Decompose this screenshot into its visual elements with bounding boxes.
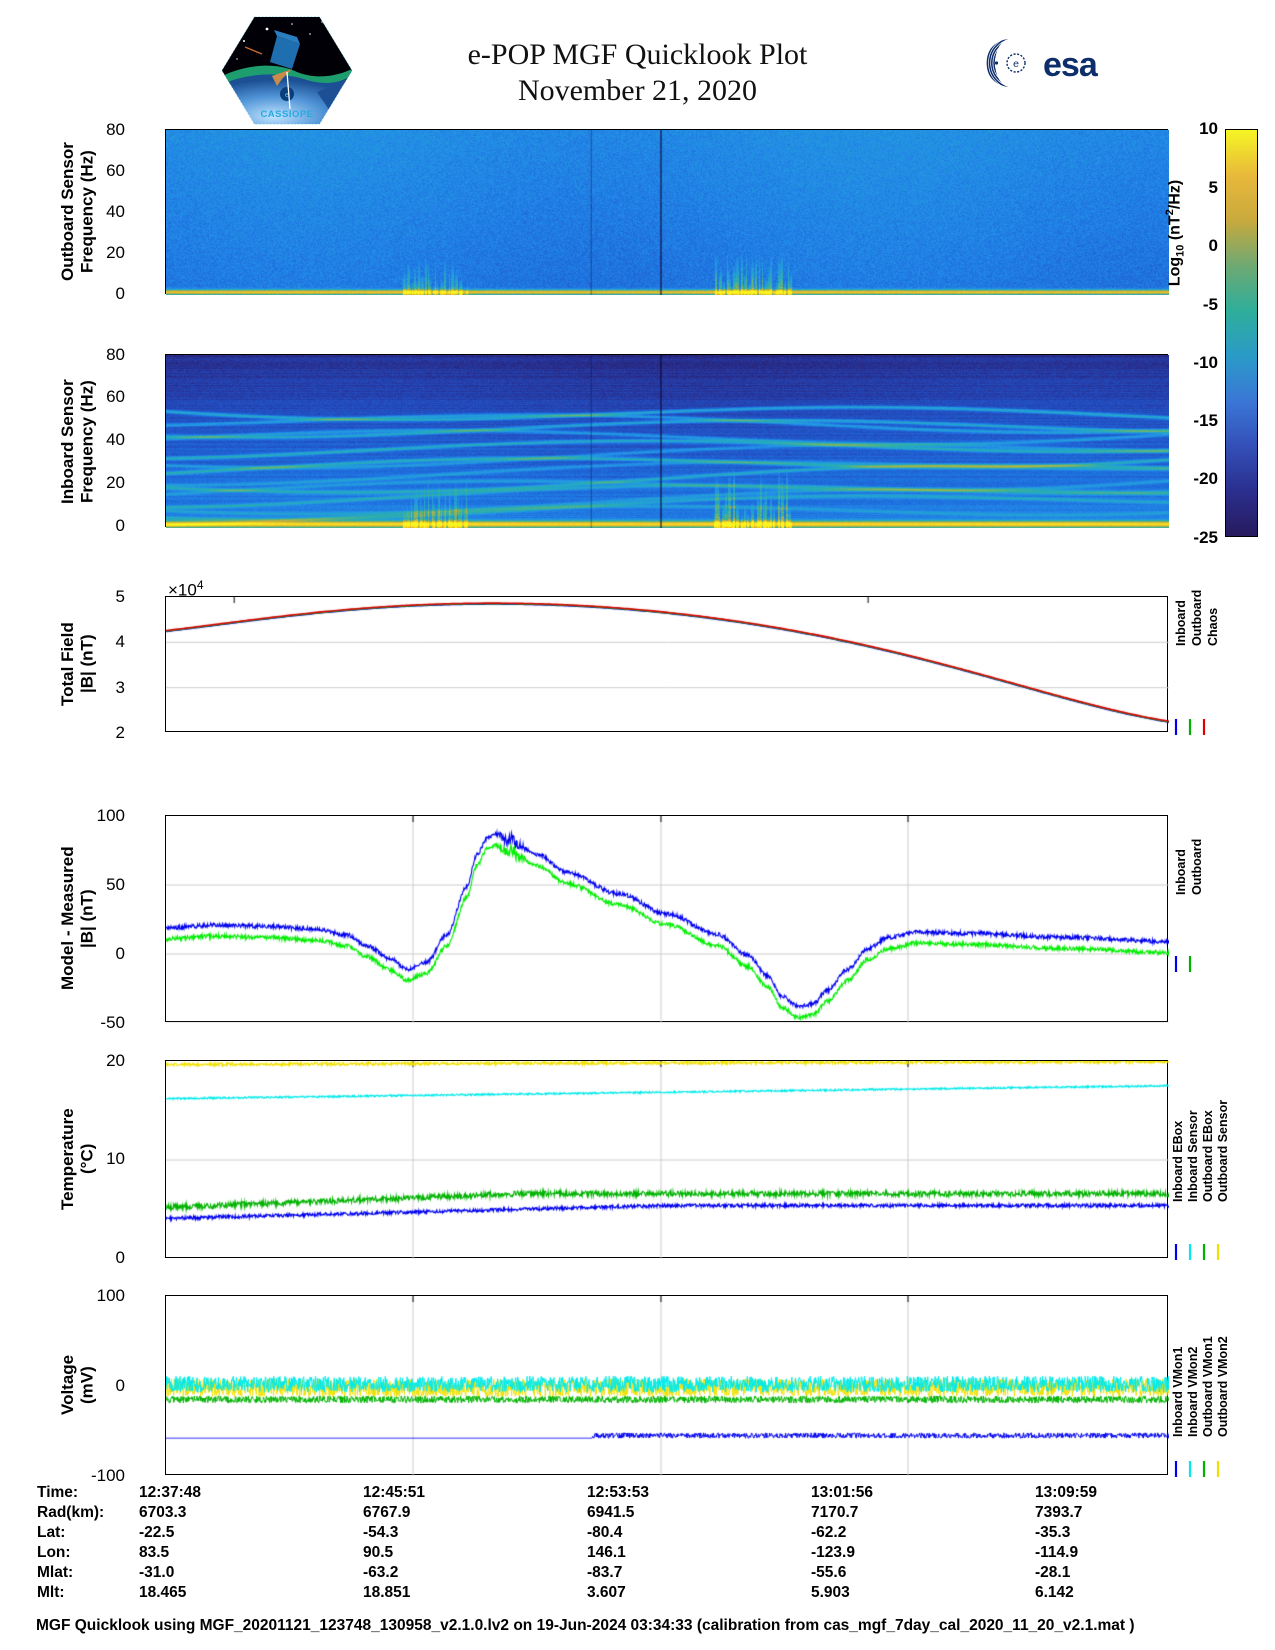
svg-text:esa: esa <box>1043 46 1099 84</box>
svg-text:e: e <box>1013 58 1019 70</box>
svg-text:CASSIOPE: CASSIOPE <box>260 109 313 120</box>
